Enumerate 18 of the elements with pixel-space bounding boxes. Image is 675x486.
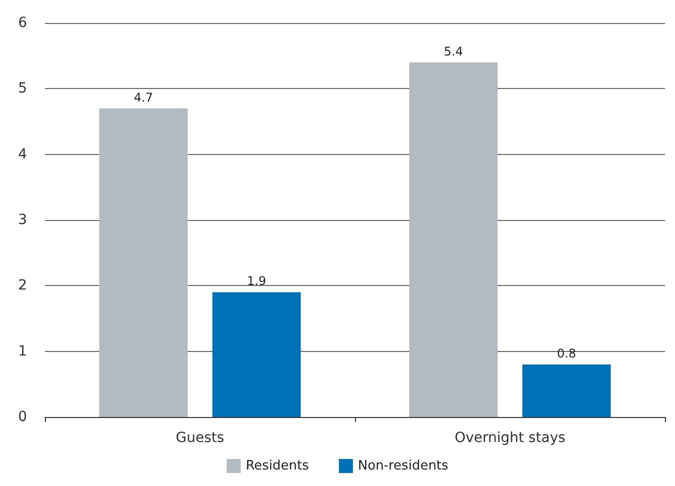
data-label: 4.7 [134,90,153,104]
bar [212,292,301,417]
data-label: 5.4 [444,44,463,58]
y-tick-label: 4 [18,146,28,162]
legend-label: Non-residents [358,458,449,474]
y-tick-label: 6 [18,15,28,31]
x-tick-label: Overnight stays [454,430,566,446]
y-tick-label: 3 [18,212,27,228]
data-label: 1.9 [247,274,266,288]
y-tick-label: 5 [18,80,27,97]
bar [409,62,498,417]
y-tick-label: 1 [18,343,27,360]
legend-label: Residents [246,458,310,474]
y-tick-label: 0 [18,409,27,425]
y-tick-label: 2 [18,278,27,294]
bar [99,108,188,417]
bar [522,364,611,417]
x-tick-label: Guests [176,430,224,446]
